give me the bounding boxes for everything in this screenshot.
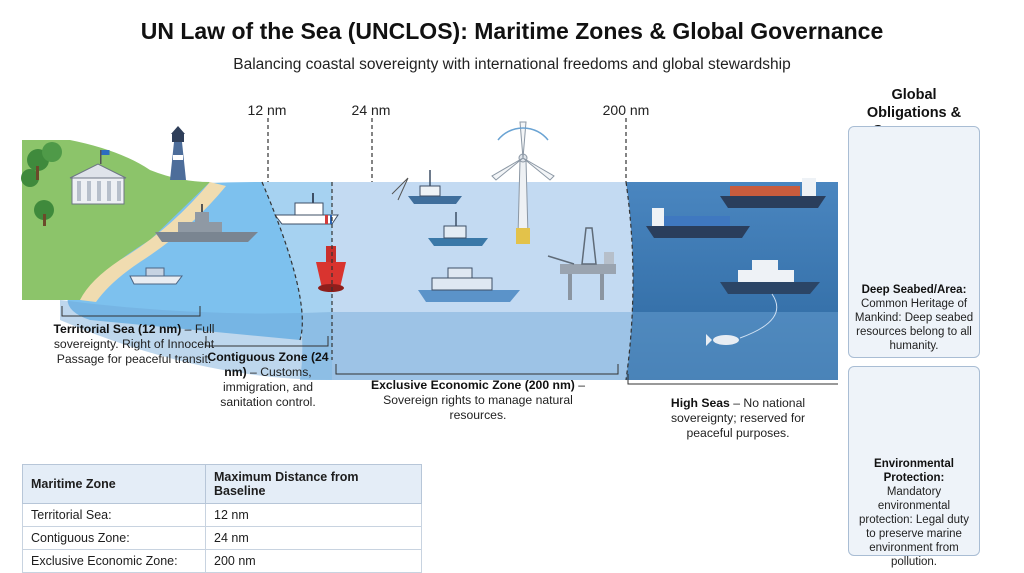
table-row: Contiguous Zone: 24 nm <box>22 526 422 550</box>
table-cell-zone: Territorial Sea: <box>22 503 206 527</box>
table-header-distance: Maximum Distance from Baseline <box>205 464 422 504</box>
bracket-eez <box>335 364 619 375</box>
territorial-dash: – <box>181 322 195 336</box>
high-seas-desc: No national sovereignty; reserved for pe… <box>670 396 806 440</box>
table-cell-distance: 12 nm <box>205 503 422 527</box>
survey-vessel-icon <box>720 260 820 339</box>
eez-dash: – <box>574 378 586 392</box>
eez-name: Exclusive Economic Zone (200 nm) <box>370 378 575 392</box>
environment-name: Environmental Protection: <box>874 458 954 484</box>
table-row: Territorial Sea: 12 nm <box>22 503 422 527</box>
seabed-name: Deep Seabed/Area: <box>861 284 967 296</box>
container-ship-2-icon <box>646 208 750 238</box>
container-ship-icon <box>720 178 826 208</box>
high-seas-dash: – <box>729 396 744 410</box>
government-building-icon <box>69 150 127 205</box>
buoy-icon <box>316 246 346 292</box>
table-header-row: Maritime Zone Maximum Distance from Base… <box>22 464 422 504</box>
coast-guard-ship-icon <box>273 193 339 225</box>
oil-platform-icon <box>547 227 616 300</box>
maritime-zones-table: Maritime Zone Maximum Distance from Base… <box>22 464 422 573</box>
table-row: Exclusive Economic Zone: 200 nm <box>22 549 422 573</box>
table-cell-distance: 24 nm <box>205 526 422 550</box>
table-cell-distance: 200 nm <box>205 549 422 573</box>
page-title: UN Law of the Sea (UNCLOS): Maritime Zon… <box>140 18 884 44</box>
beach-sand <box>80 182 226 302</box>
research-ship-icon <box>418 267 520 302</box>
contiguous-zone-name: Contiguous Zone (24 nm) <box>207 350 329 379</box>
eez-label: Exclusive Economic Zone (200 nm) – Sover… <box>360 378 596 423</box>
contiguous-zone-desc: Customs, immigration, and sanitation con… <box>220 365 316 409</box>
distance-label-24: 24 nm <box>351 102 391 118</box>
trees-icon <box>21 142 62 226</box>
distance-label-12: 12 nm <box>247 102 287 118</box>
contiguous-dash: – <box>246 365 261 379</box>
territorial-sea-desc: Full sovereignty. Right of Innocent Pass… <box>53 322 215 366</box>
seabed-card-text: Deep Seabed/Area: Common Heritage of Man… <box>853 283 975 353</box>
table-header-zone: Maritime Zone <box>22 464 206 504</box>
coastline-land <box>22 140 210 300</box>
territorial-sea-name: Territorial Sea (12 nm) <box>53 322 182 336</box>
wind-turbine-icon <box>491 121 555 244</box>
contiguous-zone-label: Contiguous Zone (24 nm) – Customs, immig… <box>206 350 330 410</box>
shelf-band <box>60 300 838 380</box>
high-seas-name: High Seas <box>670 396 730 410</box>
seabed-card: Deep Seabed/Area: Common Heritage of Man… <box>848 126 980 358</box>
table-cell-zone: Exclusive Economic Zone: <box>22 549 206 573</box>
eez-desc: Sovereign rights to manage natural resou… <box>383 393 573 422</box>
lighthouse-icon <box>170 126 186 180</box>
environment-card: Environmental Protection: Mandatory envi… <box>848 366 980 568</box>
bracket-territorial <box>61 306 201 317</box>
distance-label-200: 200 nm <box>602 102 650 118</box>
territorial-sea-label: Territorial Sea (12 nm) – Full sovereign… <box>46 322 222 367</box>
table-cell-zone: Contiguous Zone: <box>22 526 206 550</box>
high-seas-label: High Seas – No national sovereignty; res… <box>660 396 816 441</box>
motorboat-icon <box>129 267 183 285</box>
page-subtitle: Balancing coastal sovereignty with inter… <box>233 56 791 73</box>
bracket-contiguous <box>205 336 329 347</box>
environment-card-text: Environmental Protection: Mandatory envi… <box>853 457 975 569</box>
warship-icon <box>155 204 258 242</box>
fishing-boat-icon <box>428 212 488 246</box>
fishing-trawler-icon <box>391 170 462 204</box>
seabed-desc: Common Heritage of Mankind: Deep seabed … <box>854 298 974 352</box>
underwater-drone-icon <box>706 334 739 346</box>
environment-desc: Mandatory environmental protection: Lega… <box>859 486 969 568</box>
bracket-high-seas <box>627 374 838 385</box>
